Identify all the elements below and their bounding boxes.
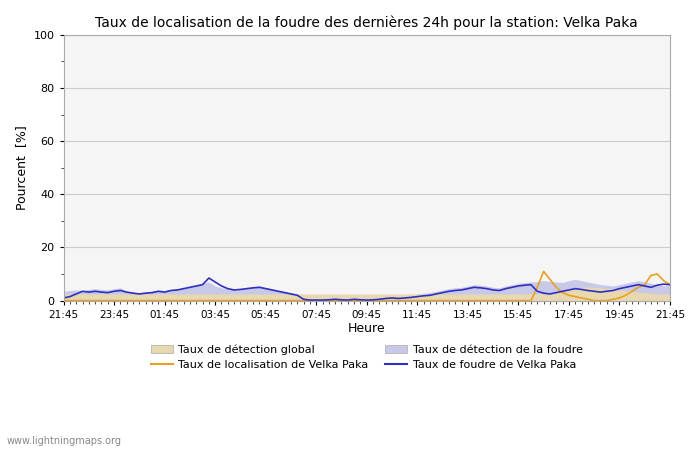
Text: www.lightningmaps.org: www.lightningmaps.org [7,436,122,446]
Legend: Taux de détection global, Taux de localisation de Velka Paka, Taux de détection : Taux de détection global, Taux de locali… [146,340,587,375]
Title: Taux de localisation de la foudre des dernières 24h pour la station: Velka Paka: Taux de localisation de la foudre des de… [95,15,638,30]
Y-axis label: Pourcent  [%]: Pourcent [%] [15,126,28,210]
X-axis label: Heure: Heure [348,322,386,335]
